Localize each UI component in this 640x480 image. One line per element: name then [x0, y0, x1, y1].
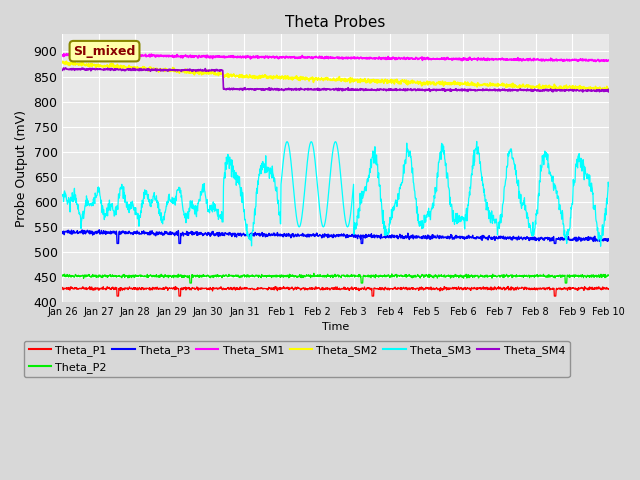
- Title: Theta Probes: Theta Probes: [285, 15, 386, 30]
- Theta_SM1: [302, 54, 310, 60]
- Theta_P1: [312, 286, 319, 291]
- Theta_SM2: [101, 63, 109, 69]
- Theta_SM3: [596, 243, 604, 249]
- Theta_P2: [312, 273, 320, 278]
- Theta_SM3: [291, 192, 298, 198]
- Theta_P2: [605, 272, 612, 278]
- Theta_SM3: [369, 151, 377, 156]
- Theta_SM1: [124, 53, 131, 59]
- Y-axis label: Probe Output (mV): Probe Output (mV): [15, 109, 28, 227]
- Theta_P1: [605, 286, 612, 292]
- Theta_P3: [302, 234, 310, 240]
- Theta_SM1: [605, 57, 612, 63]
- Theta_P1: [101, 286, 109, 292]
- Theta_P3: [124, 230, 131, 236]
- Theta_P2: [291, 274, 298, 280]
- Theta_P2: [302, 274, 310, 279]
- Line: Theta_SM2: Theta_SM2: [63, 61, 609, 90]
- Theta_P3: [95, 227, 103, 233]
- Theta_SM4: [62, 65, 70, 71]
- Theta_SM2: [302, 74, 310, 80]
- Legend: Theta_P1, Theta_P2, Theta_P3, Theta_SM1, Theta_SM2, Theta_SM3, Theta_SM4: Theta_P1, Theta_P2, Theta_P3, Theta_SM1,…: [24, 341, 570, 377]
- Theta_SM3: [312, 160, 319, 166]
- Theta_SM2: [59, 60, 67, 65]
- Theta_SM1: [596, 59, 604, 64]
- Line: Theta_P1: Theta_P1: [63, 287, 609, 296]
- Theta_P3: [101, 231, 109, 237]
- Theta_SM4: [59, 67, 67, 73]
- Line: Theta_P2: Theta_P2: [63, 273, 609, 283]
- Theta_SM2: [552, 87, 559, 93]
- Theta_P2: [370, 274, 378, 280]
- Theta_SM4: [101, 67, 109, 72]
- Theta_P3: [370, 232, 378, 238]
- Theta_SM1: [63, 51, 70, 57]
- Theta_SM2: [312, 75, 319, 81]
- Theta_SM4: [370, 87, 378, 93]
- Theta_SM2: [605, 86, 612, 92]
- Theta_P3: [291, 233, 299, 239]
- Theta_SM2: [124, 65, 131, 71]
- Theta_P3: [59, 229, 67, 235]
- Theta_SM2: [59, 59, 67, 64]
- Theta_P2: [123, 273, 131, 278]
- Theta_SM1: [59, 52, 67, 58]
- Theta_SM4: [605, 89, 612, 95]
- Theta_P1: [124, 285, 131, 291]
- Theta_P3: [605, 236, 612, 242]
- Theta_P1: [59, 285, 67, 290]
- Theta_SM4: [302, 86, 310, 92]
- Theta_SM4: [579, 89, 587, 95]
- Theta_P1: [370, 293, 378, 299]
- Theta_P3: [113, 240, 121, 246]
- Theta_SM3: [473, 139, 481, 144]
- Theta_SM2: [370, 76, 378, 82]
- X-axis label: Time: Time: [322, 323, 349, 333]
- Theta_P1: [504, 284, 512, 289]
- Theta_SM3: [301, 179, 309, 184]
- Theta_SM4: [291, 86, 298, 92]
- Theta_P1: [302, 286, 310, 292]
- Theta_SM4: [124, 66, 131, 72]
- Theta_SM1: [312, 55, 319, 60]
- Theta_SM1: [291, 55, 298, 60]
- Theta_P2: [59, 272, 67, 278]
- Theta_SM1: [101, 51, 109, 57]
- Text: SI_mixed: SI_mixed: [74, 45, 136, 58]
- Line: Theta_SM3: Theta_SM3: [63, 142, 609, 246]
- Theta_SM1: [370, 55, 378, 61]
- Theta_P1: [113, 293, 121, 299]
- Theta_P3: [312, 231, 320, 237]
- Theta_SM3: [605, 183, 612, 189]
- Line: Theta_P3: Theta_P3: [63, 230, 609, 243]
- Theta_SM2: [291, 75, 298, 81]
- Theta_P2: [101, 273, 109, 278]
- Theta_SM3: [59, 192, 67, 198]
- Theta_P2: [186, 280, 194, 286]
- Theta_SM4: [312, 86, 319, 92]
- Line: Theta_SM1: Theta_SM1: [63, 54, 609, 61]
- Theta_P1: [291, 286, 298, 292]
- Theta_SM3: [123, 200, 131, 205]
- Theta_P2: [310, 270, 317, 276]
- Theta_SM3: [101, 211, 109, 217]
- Line: Theta_SM4: Theta_SM4: [63, 68, 609, 92]
